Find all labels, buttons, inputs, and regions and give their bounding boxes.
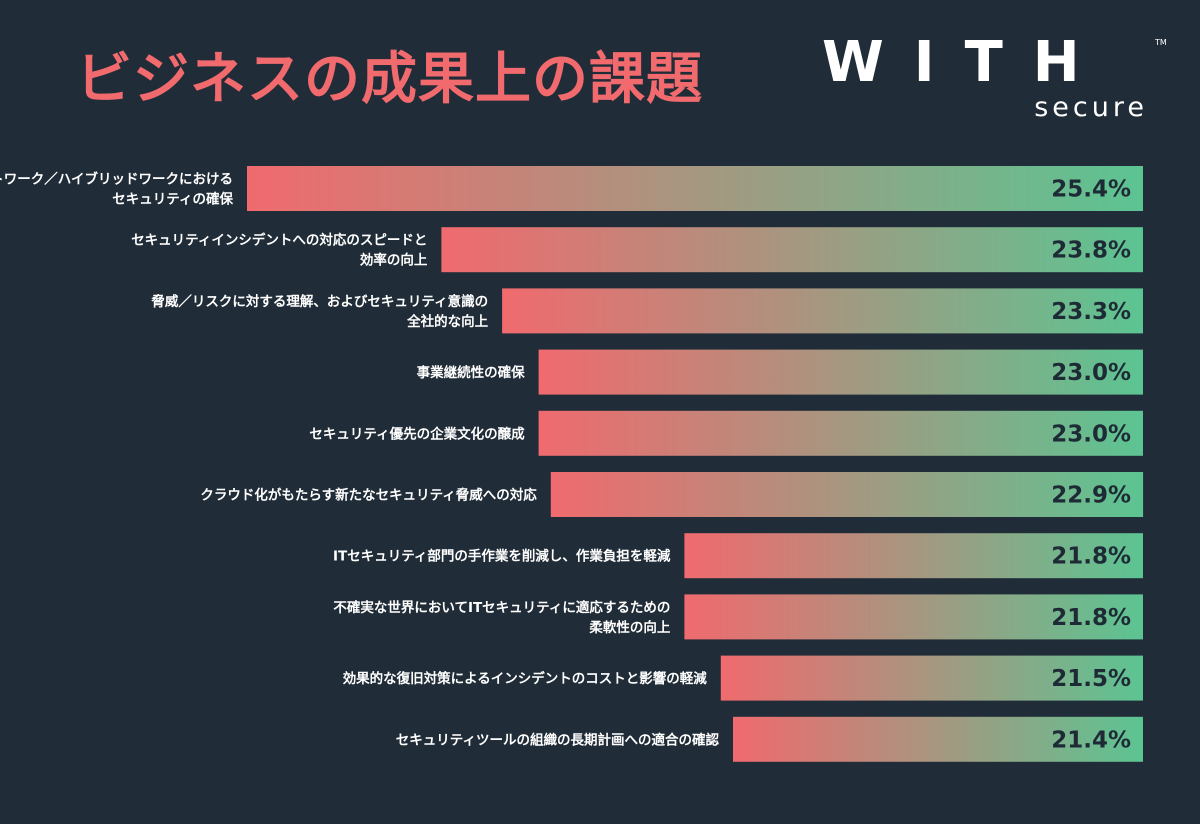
bar-8: [684, 594, 1143, 640]
category-label-line: リモートワーク／ハイブリッドワークにおける: [0, 171, 233, 188]
bar-5: [538, 410, 1143, 456]
logo-sub-text: secure: [1034, 92, 1148, 123]
bar-4: [538, 349, 1143, 395]
bar-value-label: 21.8%: [1051, 605, 1131, 631]
category-label-line: セキュリティ優先の企業文化の醸成: [309, 425, 525, 442]
category-label: セキュリティインシデントへの対応のスピードと効率の向上: [131, 232, 428, 269]
category-label-line: セキュリティの確保: [112, 191, 233, 208]
bar-value-label: 22.9%: [1051, 483, 1131, 509]
withsecure-logo: WITH TM secure: [822, 30, 1172, 130]
category-label-line: 効果的な復旧対策によるインシデントのコストと影響の軽減: [343, 670, 708, 687]
bar-6: [550, 472, 1144, 517]
category-label: 脅威／リスクに対する理解、およびセキュリティ意識の全社的な向上: [151, 293, 488, 330]
bar-value-label: 21.8%: [1051, 544, 1131, 570]
category-label-line: クラウド化がもたらす新たなセキュリティ脅威への対応: [200, 487, 537, 504]
category-label-line: 全社的な向上: [406, 313, 488, 330]
category-label-line: セキュリティツールの組織の長期計画への適合の確認: [396, 731, 720, 748]
bar-value-label: 23.3%: [1051, 299, 1131, 325]
logo-trademark: TM: [1155, 38, 1167, 47]
category-label: 効果的な復旧対策によるインシデントのコストと影響の軽減: [343, 670, 708, 687]
bar-9: [720, 655, 1143, 701]
category-label: クラウド化がもたらす新たなセキュリティ脅威への対応: [200, 487, 537, 504]
category-label: セキュリティツールの組織の長期計画への適合の確認: [396, 731, 720, 748]
bar-10: [733, 716, 1143, 762]
category-label-line: 脅威／リスクに対する理解、およびセキュリティ意識の: [151, 293, 488, 310]
bar-value-label: 23.0%: [1051, 360, 1131, 386]
logo-main-text: WITH: [822, 30, 1110, 95]
bar-value-label: 23.8%: [1051, 238, 1131, 264]
category-label: 不確実な世界においてITセキュリティに適応するための柔軟性の向上: [333, 599, 671, 636]
bar-2: [441, 227, 1143, 273]
category-label-line: セキュリティインシデントへの対応のスピードと: [131, 232, 427, 249]
bar-value-label: 21.5%: [1051, 666, 1131, 692]
category-label-line: 効率の向上: [360, 252, 428, 269]
bar-7: [684, 533, 1143, 579]
bar-3: [502, 288, 1144, 334]
page-title: ビジネスの成果上の課題: [76, 47, 703, 112]
bar-value-label: 25.4%: [1051, 177, 1131, 203]
bar-value-label: 21.4%: [1051, 727, 1131, 753]
category-label-line: ITセキュリティ部門の手作業を削減し、作業負担を軽減: [333, 548, 671, 565]
category-label: リモートワーク／ハイブリッドワークにおけるセキュリティの確保: [0, 171, 233, 208]
category-label-line: 柔軟性の向上: [588, 619, 670, 636]
bar-value-label: 23.0%: [1051, 421, 1131, 447]
bar-1: [247, 166, 1143, 211]
category-label: セキュリティ優先の企業文化の醸成: [309, 425, 525, 442]
category-label: ITセキュリティ部門の手作業を削減し、作業負担を軽減: [333, 548, 671, 565]
category-label-line: 不確実な世界においてITセキュリティに適応するための: [333, 599, 670, 616]
category-label: 事業継続性の確保: [417, 364, 525, 381]
category-label-line: 事業継続性の確保: [417, 364, 525, 381]
